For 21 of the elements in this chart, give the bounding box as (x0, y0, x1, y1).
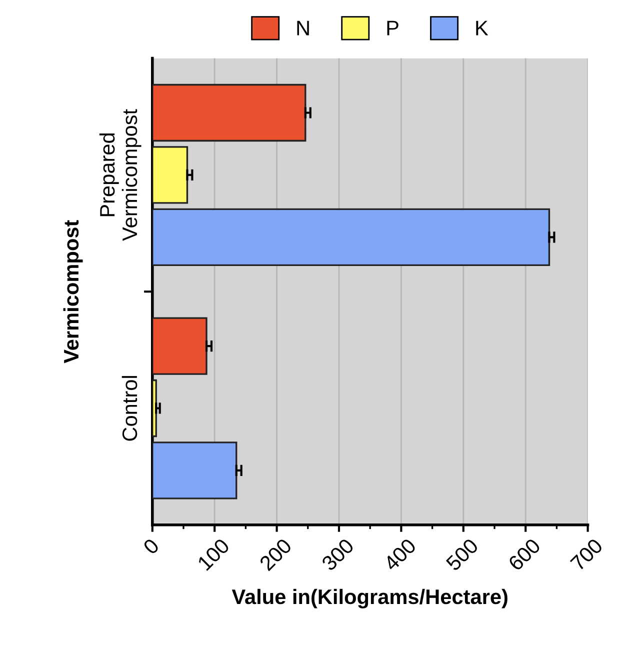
x-tick-label: 500 (445, 538, 480, 572)
bar (152, 84, 306, 142)
y-tick-label: Control (122, 376, 138, 441)
x-tick-label: 200 (258, 538, 292, 572)
bar (152, 379, 157, 438)
x-tick-label: 400 (382, 538, 417, 572)
x-tick-label: 0 (142, 538, 160, 556)
legend-label: N (297, 20, 309, 36)
y-axis-title: Vermicompost (63, 220, 83, 364)
x-axis-title: Value in(Kilograms/Hectare) (232, 588, 508, 608)
y-tick-label: Prepared Vermicompost (99, 109, 142, 241)
x-tick-label: 600 (508, 538, 542, 572)
bar (152, 208, 550, 266)
legend-label: K (476, 20, 488, 36)
bar (152, 146, 188, 204)
x-tick-label: 300 (320, 538, 355, 572)
bar (152, 317, 208, 375)
x-tick-label: 100 (196, 538, 230, 571)
x-tick-label: 700 (570, 538, 604, 572)
bar (152, 442, 238, 500)
legend-label: P (387, 20, 398, 36)
